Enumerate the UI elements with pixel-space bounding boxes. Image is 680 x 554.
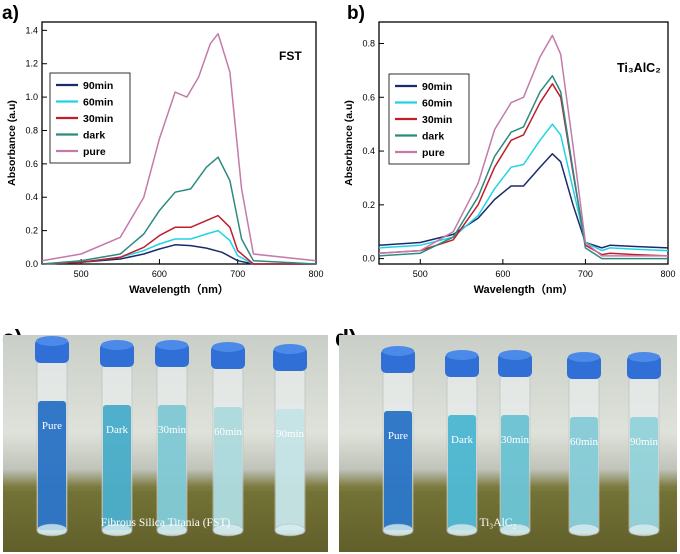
series-line-30min [378,83,669,257]
plot-frame [378,21,669,265]
panel-label-b: b) [347,3,365,24]
series-line-60min [378,123,669,252]
vial-dark [100,340,134,537]
legend-label-30min: 30min [422,114,452,126]
legend-label-pure: pure [422,147,445,159]
y-axis-label: Absorbance (a.u) [343,100,355,186]
vial-30min [498,350,532,537]
legend-label-pure: pure [83,146,106,158]
x-tick-label: 800 [308,269,323,279]
series-line-30min [41,214,316,265]
legend-label-90min: 90min [83,80,113,92]
vial-60min [567,352,601,537]
vial-pure [35,336,69,537]
x-tick-label: 600 [152,269,167,279]
vial-label: 30min [501,434,530,446]
legend-label-60min: 60min [422,98,452,110]
vial-label: Dark [106,424,128,436]
vial-label: 90min [276,428,305,440]
annotation-fst: FST [279,49,302,63]
vial-label: 90min [630,436,659,448]
vial-30min [155,340,189,537]
series-line-dark [41,156,317,265]
series-line-90min [378,153,669,249]
y-tick-label: 1.0 [25,92,38,102]
y-tick-label: 0.6 [25,159,38,169]
legend-label-dark: dark [83,130,105,142]
vial-label: 60min [214,426,243,438]
y-tick-label: 0.0 [25,259,38,269]
y-axis-label: Absorbance (a.u) [6,100,18,186]
y-tick-label: 1.4 [25,25,38,35]
x-tick-label: 600 [495,269,510,279]
photo-caption: Ti₃AlC₂ [479,517,516,529]
y-tick-label: 0.8 [362,39,375,49]
series-line-90min [41,244,316,265]
x-tick-label: 700 [578,269,593,279]
vial-label: 30min [158,424,187,436]
series-line-dark [378,75,668,260]
series-line-60min [41,229,316,265]
vial-90min [627,352,661,537]
y-tick-label: 0.8 [25,125,38,135]
plot-frame [41,21,317,265]
y-tick-label: 0.4 [25,192,38,202]
photo-caption: Fibrous Silica Titania (FST) [101,517,231,529]
photo-ti3alc2-vials: Pure Dark 30min 60min 90min Ti₃AlC₂ [339,335,677,552]
x-tick-label: 500 [74,269,89,279]
annotation-ti3alc2: Ti₃AlC₂ [617,61,661,75]
photo-fst-vials: Pure Dark 30min 60min 90min Fibrous Silica Ti… [3,335,328,552]
legend-label-60min: 60min [83,97,113,109]
panel-label-a: a) [2,3,19,24]
x-tick-label: 500 [413,269,428,279]
y-tick-label: 0.4 [362,146,375,156]
series-line-pure [378,34,668,257]
vial-label: Pure [42,420,62,432]
legend-label-90min: 90min [422,81,452,93]
x-tick-label: 800 [660,269,675,279]
series-line-pure [41,32,317,262]
x-tick-label: 700 [230,269,245,279]
vial-label: Dark [451,434,473,446]
legend-label-30min: 30min [83,113,113,125]
y-tick-label: 0.2 [362,200,375,210]
vial-label: Pure [388,430,408,442]
absorbance-chart-fst: 500 600 700 800 0.0 0.2 0.4 0.6 0.8 1.0 1.2 1.4 Wave… [6,21,324,296]
y-tick-label: 1.2 [25,59,38,69]
absorbance-chart-ti3alc2: 500 600 700 800 0.0 0.2 0.4 0.6 0.8 Wavelength（nm… [343,21,676,296]
vial-60min [211,342,245,537]
x-axis-label: Wavelength（nm） [129,283,229,296]
x-axis-label: Wavelength（nm） [474,283,574,296]
vial-pure [381,346,415,537]
vial-label: 60min [570,436,599,448]
vial-90min [273,344,307,537]
y-tick-label: 0.2 [25,226,38,236]
y-tick-label: 0.6 [362,92,375,102]
y-tick-label: 0.0 [362,254,375,264]
vial-dark [445,350,479,537]
legend-label-dark: dark [422,131,444,143]
